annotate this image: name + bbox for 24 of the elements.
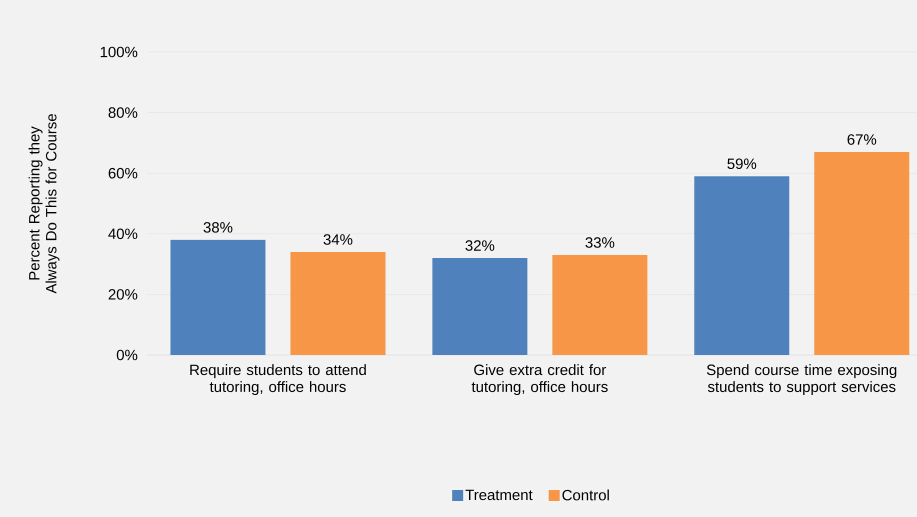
y-tick-label: 100% — [100, 46, 138, 58]
y-tick-label: 40% — [108, 228, 138, 240]
legend-label: Treatment — [465, 490, 533, 500]
bar — [552, 254, 648, 355]
y-axis-title: Percent Reporting they Always Do This for Course — [28, 114, 60, 294]
bar — [814, 152, 910, 355]
data-label: 33% — [585, 237, 614, 248]
data-label: 38% — [204, 222, 232, 233]
data-label: 34% — [324, 234, 352, 245]
data-label: 59% — [727, 158, 756, 170]
data-label: 32% — [465, 240, 494, 251]
bar — [694, 176, 790, 355]
x-tick-label: Give extra credit for tutoring, office hours — [472, 364, 608, 396]
bar — [170, 240, 266, 355]
y-tick-label: 0% — [116, 350, 138, 360]
data-label: 67% — [848, 134, 876, 145]
bar — [432, 258, 528, 355]
bar — [290, 252, 386, 355]
y-tick-label: 20% — [108, 289, 138, 300]
y-tick-label: 60% — [108, 168, 138, 178]
x-tick-label: Spend course time exposing students to support services — [706, 364, 896, 396]
legend-label: Control — [562, 489, 609, 500]
x-tick-label: Require students to attend tutoring, office hours — [190, 364, 366, 396]
y-tick-label: 80% — [108, 107, 138, 118]
